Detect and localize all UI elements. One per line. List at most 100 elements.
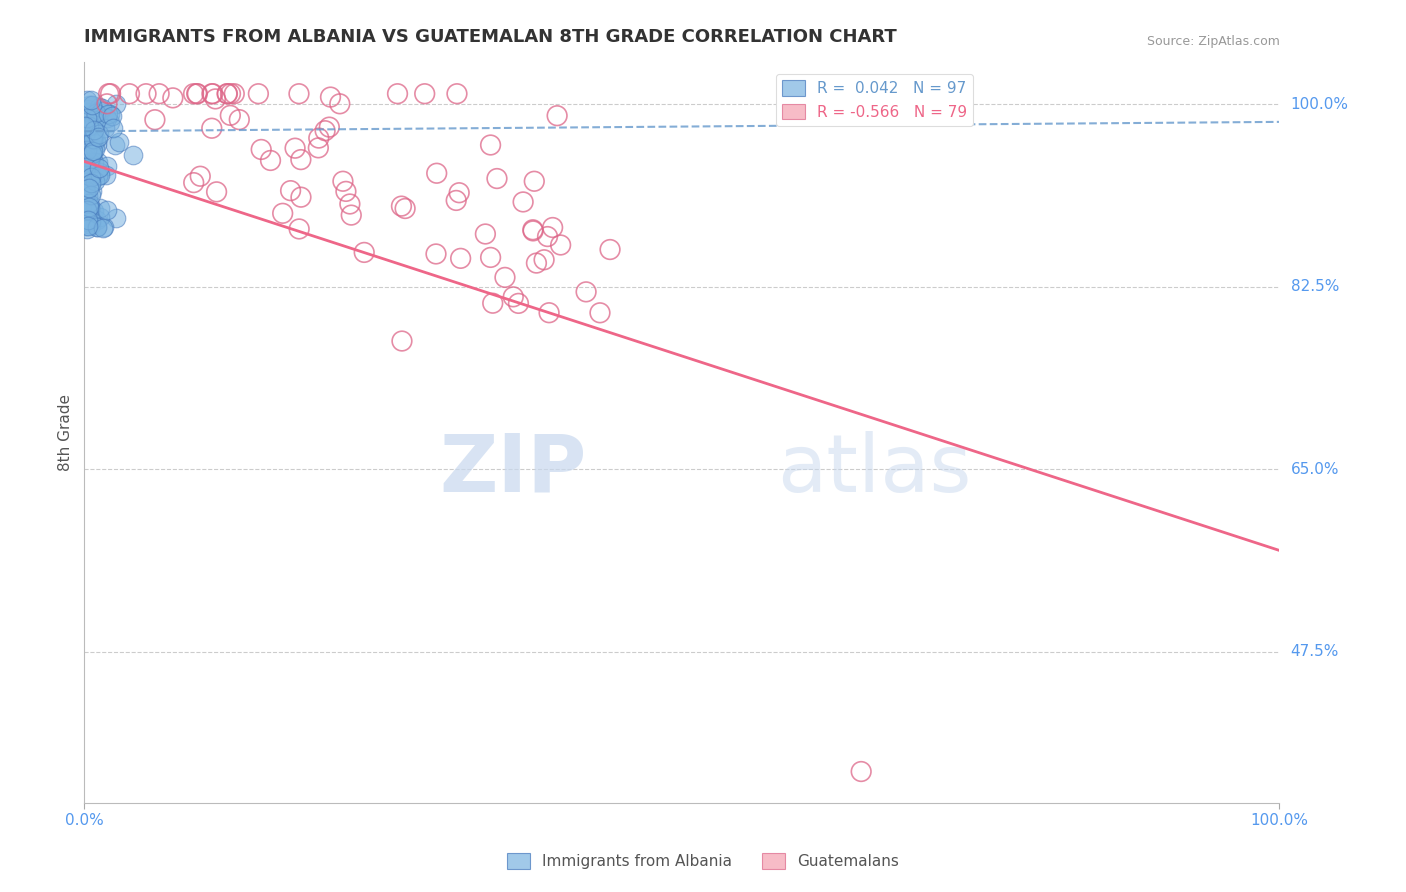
Text: 65.0%: 65.0% [1291,462,1339,476]
Point [413,87,436,101]
Text: atlas: atlas [778,431,972,508]
Point [450,252,472,266]
Point [84,109,107,123]
Point [522,223,544,237]
Point [80,132,103,146]
Point [228,112,250,127]
Point [79,159,101,173]
Point [394,202,416,216]
Point [86,106,108,120]
Point [250,143,273,157]
Point [284,141,307,155]
Point [89,201,111,215]
Point [290,153,312,167]
Point [224,87,246,101]
Point [82,140,104,154]
Point [75,163,97,178]
Point [77,181,100,195]
Point [288,222,311,236]
Point [90,103,112,118]
Point [80,214,103,228]
Text: Source: ZipAtlas.com: Source: ZipAtlas.com [1146,35,1279,47]
Point [446,87,468,101]
Point [353,245,375,260]
Point [76,189,98,203]
Point [75,217,97,231]
Point [508,296,530,310]
Point [108,135,131,149]
Point [75,185,97,199]
Y-axis label: 8th Grade: 8th Grade [58,394,73,471]
Point [851,764,873,779]
Point [100,87,122,101]
Point [77,219,100,234]
Point [425,247,447,261]
Point [96,96,118,111]
Point [96,111,118,125]
Point [204,92,226,106]
Point [280,184,302,198]
Point [288,87,311,101]
Point [73,187,96,202]
Point [80,188,103,202]
Point [426,166,449,180]
Point [201,121,224,136]
Point [91,101,114,115]
Point [73,161,96,176]
Point [87,169,110,183]
Point [73,127,96,141]
Point [536,229,558,244]
Point [98,107,121,121]
Point [219,87,242,101]
Point [77,98,100,112]
Point [391,199,413,213]
Point [479,138,502,153]
Point [101,121,124,136]
Point [105,211,128,225]
Point [205,185,228,199]
Point [86,155,108,169]
Point [75,160,97,174]
Point [77,215,100,229]
Point [449,186,471,200]
Point [79,199,101,213]
Point [308,131,330,145]
Point [307,141,329,155]
Point [186,87,208,101]
Point [541,220,564,235]
Point [96,202,118,217]
Point [96,159,118,173]
Point [143,112,166,127]
Text: IMMIGRANTS FROM ALBANIA VS GUATEMALAN 8TH GRADE CORRELATION CHART: IMMIGRANTS FROM ALBANIA VS GUATEMALAN 8T… [84,28,897,45]
Point [82,144,104,158]
Point [94,168,117,182]
Point [76,202,98,217]
Point [87,130,110,145]
Point [80,219,103,233]
Point [444,194,467,208]
Point [84,173,107,187]
Point [201,87,224,101]
Point [217,87,239,101]
Point [589,306,612,320]
Point [97,87,120,101]
Point [599,243,621,257]
Point [86,137,108,152]
Point [523,174,546,188]
Point [84,142,107,156]
Point [332,174,354,188]
Point [97,107,120,121]
Point [319,90,342,104]
Point [481,296,503,310]
Point [329,96,352,111]
Point [86,220,108,235]
Text: 82.5%: 82.5% [1291,279,1339,294]
Point [82,184,104,198]
Point [502,290,524,304]
Point [201,87,224,101]
Point [479,251,502,265]
Point [86,212,108,227]
Point [76,93,98,107]
Text: ZIP: ZIP [439,431,586,508]
Point [259,153,281,168]
